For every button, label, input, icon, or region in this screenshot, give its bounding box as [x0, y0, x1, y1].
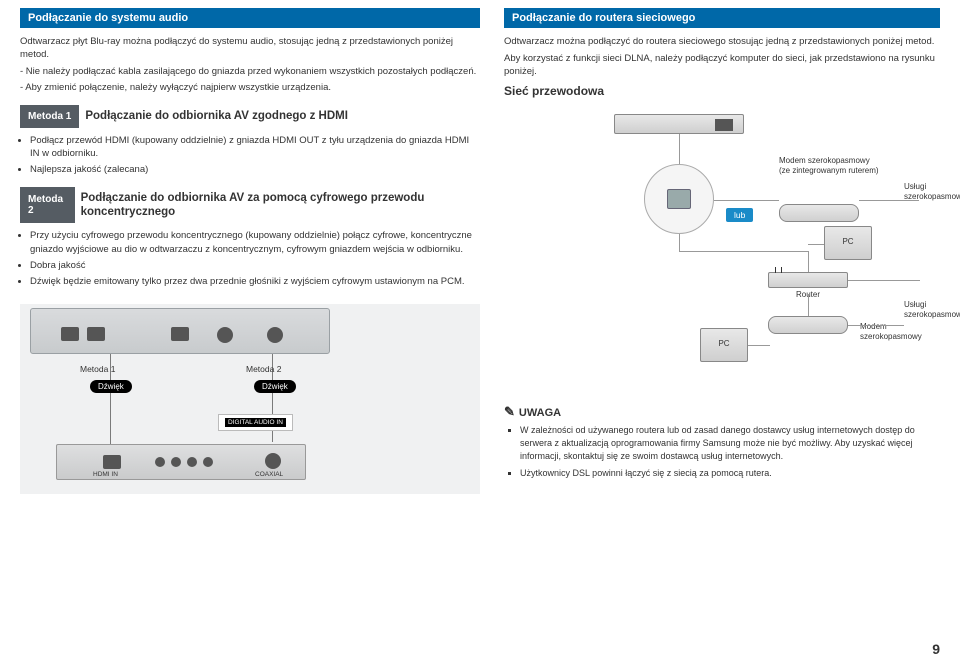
method1-badge: Metoda 1 [20, 105, 79, 127]
note-icon: ✎ [504, 404, 515, 419]
m2-bullet1: Przy użyciu cyfrowego przewodu koncentry… [30, 229, 480, 256]
av-receiver: HDMI IN COAXIAL [56, 444, 306, 480]
uslugi-label-1: Usługi szerokopasmowe [904, 182, 960, 201]
m1-bullet1: Podłącz przewód HDMI (kupowany oddzielni… [30, 134, 480, 161]
digital-audio-label: DIGITAL AUDIO IN [218, 414, 293, 431]
modem-integrated: Modem szerokopasmowy (ze zintegrowanym r… [779, 156, 899, 221]
wired-network-title: Sieć przewodowa [504, 84, 940, 98]
left-note2: - Aby zmienić połączenie, należy wyłączy… [20, 82, 480, 95]
audio-m1-label: Metoda 1 [80, 364, 115, 374]
right-header: Podłączanie do routera sieciowego [504, 8, 940, 28]
right-p2: Aby korzystać z funkcji sieci DLNA, nale… [504, 53, 940, 79]
uwaga-item-1: W zależności od używanego routera lub od… [520, 424, 940, 462]
audio-m1-sound: Dźwięk [90, 380, 132, 393]
player-device [614, 114, 744, 134]
audio-m2-sound: Dźwięk [254, 380, 296, 393]
left-header: Podłączanie do systemu audio [20, 8, 480, 28]
right-p1: Odtwarzacz można podłączyć do routera si… [504, 36, 940, 49]
left-intro: Odtwarzacz płyt Blu-ray można podłączyć … [20, 36, 480, 62]
pc-top [824, 226, 872, 260]
uslugi-label-2: Usługi szerokopasmowe [904, 300, 960, 319]
audio-diagram: Metoda 1 Dźwięk Metoda 2 Dźwięk DIGITAL … [20, 304, 480, 494]
modem-bottom [768, 316, 848, 334]
m1-bullet2: Najlepsza jakość (zalecana) [30, 163, 480, 176]
lub-badge: lub [726, 208, 753, 222]
audio-m2-label: Metoda 2 [246, 364, 281, 374]
uwaga-heading: ✎UWAGA [504, 404, 940, 420]
m2-bullet3: Dźwięk będzie emitowany tylko przez dwa … [30, 275, 480, 288]
network-diagram: Modem szerokopasmowy (ze zintegrowanym r… [504, 114, 940, 364]
method2-title: Podłączanie do odbiornika AV za pomocą c… [75, 187, 480, 224]
m2-bullet2: Dobra jakość [30, 259, 480, 272]
uwaga-item-2: Użytkownicy DSL powinni łączyć się z sie… [520, 467, 940, 480]
method1-title: Podłączanie do odbiornika AV zgodnego z … [79, 105, 354, 127]
player-rear-panel [30, 308, 330, 354]
ethernet-port-icon [644, 164, 714, 234]
pc-bottom [700, 328, 748, 362]
page-number: 9 [932, 641, 940, 657]
method2-badge: Metoda 2 [20, 187, 75, 224]
left-note1: - Nie należy podłączać kabla zasilająceg… [20, 66, 480, 79]
